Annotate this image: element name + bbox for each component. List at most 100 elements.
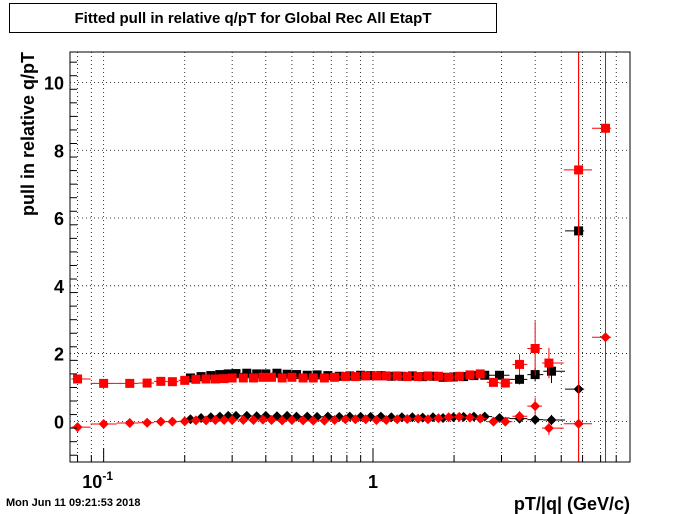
data-point-square xyxy=(530,343,540,353)
data-point-square xyxy=(319,373,329,383)
data-point-diamond xyxy=(238,414,249,425)
data-point-square xyxy=(475,369,485,379)
data-point-square xyxy=(334,371,344,381)
data-point-square xyxy=(407,371,417,381)
data-point-square xyxy=(495,370,505,380)
data-point-square xyxy=(201,374,211,384)
data-point-square xyxy=(308,373,318,383)
data-point-diamond xyxy=(329,414,340,425)
data-point-diamond xyxy=(543,423,554,434)
data-point-diamond xyxy=(340,414,351,425)
data-point-diamond xyxy=(248,414,259,425)
data-point-square xyxy=(392,371,402,381)
data-point-square xyxy=(515,374,525,384)
data-point-square xyxy=(238,373,248,383)
data-point-square xyxy=(438,372,448,382)
series-layer xyxy=(71,52,612,462)
data-point-diamond xyxy=(298,415,309,426)
data-point-square xyxy=(227,373,237,383)
data-point-diamond xyxy=(286,414,297,425)
data-point-diamond xyxy=(201,415,212,426)
data-point-square xyxy=(180,375,190,385)
data-point-diamond xyxy=(266,414,277,425)
data-point-square xyxy=(248,373,258,383)
data-point-diamond xyxy=(381,414,392,425)
data-point-diamond xyxy=(530,401,541,412)
data-point-diamond xyxy=(514,411,525,422)
data-point-square xyxy=(454,371,464,381)
chart-title: Fitted pull in relative q/pT for Global … xyxy=(9,3,497,33)
data-point-diamond xyxy=(433,413,444,424)
data-point-square xyxy=(444,372,454,382)
data-point-square xyxy=(381,371,391,381)
data-point-square xyxy=(488,377,498,387)
data-point-diamond xyxy=(392,414,403,425)
y-tick-label: 2 xyxy=(54,345,64,365)
data-point-square xyxy=(267,372,277,382)
data-point-diamond xyxy=(227,414,238,425)
data-point-square xyxy=(465,370,475,380)
data-point-diamond xyxy=(402,413,413,424)
data-point-diamond xyxy=(573,418,584,429)
data-point-square xyxy=(282,369,292,379)
data-point-diamond xyxy=(179,416,190,427)
data-point-square xyxy=(371,371,381,381)
data-point-square xyxy=(206,371,216,381)
data-point-square xyxy=(242,368,252,378)
x-tick-label: 1 xyxy=(368,472,378,492)
data-point-square xyxy=(423,371,433,381)
timestamp: Mon Jun 11 09:21:53 2018 xyxy=(6,497,141,509)
y-tick-label: 8 xyxy=(54,141,64,161)
data-point-diamond xyxy=(142,417,153,428)
plot-frame xyxy=(69,51,631,463)
data-point-diamond xyxy=(257,414,268,425)
y-tick-label: 10 xyxy=(44,73,64,93)
x-tick-label: 10-1 xyxy=(82,469,113,492)
data-point-diamond xyxy=(475,413,486,424)
data-point-square xyxy=(480,370,490,380)
data-point-diamond xyxy=(190,415,201,426)
data-point-diamond xyxy=(210,414,221,425)
data-point-square xyxy=(413,372,423,382)
data-point-square xyxy=(125,378,135,388)
data-point-diamond xyxy=(360,414,371,425)
data-point-square xyxy=(515,359,525,369)
data-point-square xyxy=(73,374,83,384)
data-point-square xyxy=(356,370,366,380)
data-point-diamond xyxy=(443,412,454,423)
data-point-diamond xyxy=(155,416,166,427)
data-point-diamond xyxy=(350,414,361,425)
data-point-square xyxy=(196,372,206,382)
data-point-diamond xyxy=(454,411,465,422)
y-tick-label: 4 xyxy=(54,277,64,297)
data-point-square xyxy=(544,358,554,368)
data-point-square xyxy=(361,371,371,381)
data-point-square xyxy=(350,372,360,382)
data-point-diamond xyxy=(546,414,557,425)
data-point-diamond xyxy=(308,415,319,426)
data-point-diamond xyxy=(422,414,433,425)
series-3 xyxy=(71,52,612,462)
data-point-square xyxy=(287,372,297,382)
data-point-square xyxy=(272,368,282,378)
data-point-square xyxy=(546,366,556,376)
data-point-diamond xyxy=(277,415,288,426)
data-point-square xyxy=(277,373,287,383)
data-point-diamond xyxy=(319,415,330,426)
data-point-square xyxy=(402,372,412,382)
data-point-square xyxy=(340,372,350,382)
data-point-square xyxy=(330,372,340,382)
data-point-square xyxy=(210,374,220,384)
data-point-square xyxy=(500,378,510,388)
data-point-square xyxy=(291,370,301,380)
data-point-square xyxy=(433,371,443,381)
data-point-square xyxy=(298,373,308,383)
y-tick-label: 0 xyxy=(54,412,64,432)
data-point-square xyxy=(142,378,152,388)
data-point-square xyxy=(167,377,177,387)
axes: 0 2 4 6 8 10 10-1 1 xyxy=(44,61,631,492)
data-point-diamond xyxy=(413,413,424,424)
data-point-square xyxy=(156,376,166,386)
data-point-square xyxy=(191,374,201,384)
